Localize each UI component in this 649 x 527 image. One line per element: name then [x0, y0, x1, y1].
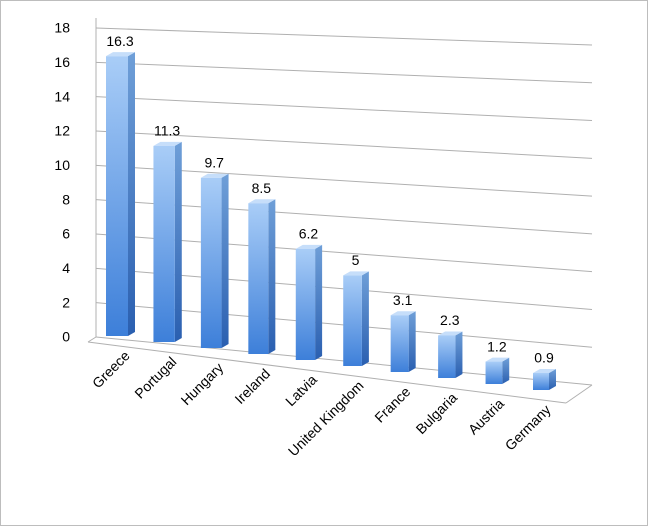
- bar-side: [455, 331, 463, 378]
- floor-edge: [565, 384, 593, 404]
- floor-edge: [87, 336, 97, 343]
- y-tick-label: 8: [62, 191, 70, 207]
- grid-line: [95, 27, 593, 46]
- bar: [200, 177, 222, 348]
- grid-line: [95, 130, 593, 159]
- bar-side: [408, 311, 416, 372]
- bar: [153, 145, 175, 342]
- bar-side: [174, 141, 182, 342]
- bar: [248, 203, 269, 354]
- bar-side: [128, 52, 135, 336]
- value-label: 2.3: [440, 312, 460, 328]
- value-label: 9.7: [204, 154, 224, 170]
- bar: [390, 315, 409, 372]
- bar: [106, 56, 128, 336]
- grid-line: [95, 61, 593, 84]
- bar-top: [106, 52, 135, 57]
- value-label: 8.5: [252, 180, 272, 196]
- bar-top: [248, 199, 276, 204]
- bar-side: [502, 357, 510, 384]
- value-label: 11.3: [154, 123, 180, 139]
- y-tick-label: 12: [54, 123, 70, 139]
- value-label: 1.2: [487, 338, 507, 354]
- bar-top: [485, 357, 510, 362]
- y-tick-label: 2: [62, 294, 70, 310]
- bar-top: [200, 173, 229, 178]
- value-label: 0.9: [534, 350, 554, 366]
- bar-top: [295, 244, 323, 249]
- bar: [343, 275, 362, 366]
- value-label: 5: [352, 252, 360, 268]
- bar-top: [153, 141, 182, 146]
- y-tick-label: 14: [54, 88, 70, 104]
- bar-top: [343, 271, 369, 276]
- y-tick-label: 16: [54, 54, 70, 70]
- bar: [295, 248, 316, 360]
- y-tick-label: 4: [62, 260, 70, 276]
- value-label: 6.2: [299, 226, 319, 242]
- bar: [533, 373, 549, 390]
- value-label: 16.3: [106, 33, 133, 49]
- value-label: 3.1: [393, 292, 413, 308]
- bar: [485, 361, 503, 384]
- y-tick-label: 0: [62, 329, 70, 345]
- bar-side: [268, 199, 276, 354]
- grid-line: [95, 96, 593, 122]
- bar-top: [390, 311, 416, 316]
- bar-top: [438, 331, 463, 336]
- y-tick-label: 10: [54, 157, 70, 173]
- bar-side: [221, 173, 229, 348]
- bar-side: [361, 271, 369, 366]
- bar-side: [549, 369, 556, 390]
- floor-edge: [87, 341, 567, 404]
- bar: [438, 335, 456, 378]
- bar-side: [315, 244, 323, 360]
- y-tick-label: 6: [62, 226, 70, 242]
- bar-top: [533, 369, 556, 374]
- y-tick-label: 18: [54, 20, 70, 36]
